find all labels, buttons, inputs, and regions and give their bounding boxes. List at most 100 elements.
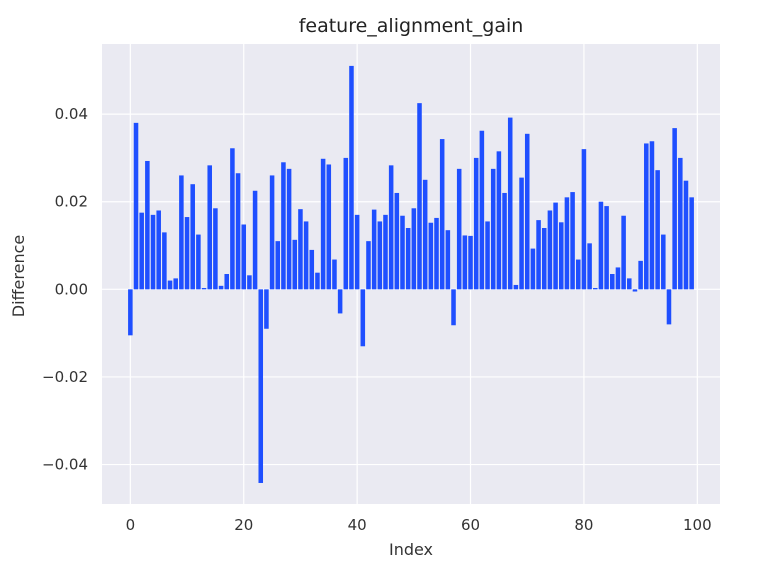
- bar: [196, 234, 201, 290]
- bar: [343, 157, 349, 290]
- bar: [275, 241, 281, 290]
- bar: [179, 175, 184, 290]
- bar: [558, 222, 564, 290]
- bar: [264, 289, 269, 329]
- bar: [224, 274, 230, 290]
- y-tick-label: −0.04: [42, 456, 88, 474]
- bar: [644, 143, 649, 290]
- bar: [570, 192, 575, 290]
- bar: [133, 122, 139, 290]
- bar: [247, 275, 252, 290]
- bar: [678, 157, 683, 290]
- y-tick-label: −0.02: [42, 368, 88, 386]
- bar: [292, 239, 298, 290]
- bar: [411, 208, 417, 290]
- bar: [468, 235, 473, 290]
- bar: [592, 288, 598, 290]
- bar: [627, 278, 632, 290]
- y-tick-label: 0.02: [55, 193, 88, 211]
- bar: [422, 179, 428, 290]
- bar: [315, 272, 320, 290]
- y-tick-label: 0.04: [55, 105, 88, 123]
- bar: [167, 280, 173, 290]
- bar: [553, 202, 558, 290]
- bar: [360, 289, 366, 347]
- bar: [150, 214, 156, 290]
- bar: [434, 217, 439, 290]
- bar: [581, 149, 587, 290]
- bar: [286, 168, 292, 290]
- bar: [541, 228, 547, 290]
- x-tick-labels: 0 20 40 60 80 100: [126, 516, 712, 534]
- bar: [156, 210, 161, 290]
- x-tick-label: 60: [461, 516, 480, 534]
- bar: [354, 214, 360, 290]
- bar: [184, 217, 190, 290]
- bar: [564, 197, 570, 290]
- bar: [405, 228, 411, 290]
- bar: [615, 267, 621, 290]
- bar: [366, 241, 371, 290]
- bar: [383, 214, 388, 290]
- bars: [128, 65, 694, 483]
- bar: [604, 206, 609, 290]
- bar: [547, 210, 553, 290]
- bar: [269, 175, 275, 290]
- bar: [371, 209, 377, 290]
- chart-title: feature_alignment_gain: [299, 15, 524, 37]
- x-tick-label: 100: [683, 516, 712, 534]
- bar: [507, 117, 513, 290]
- bar: [417, 103, 422, 290]
- bar: [201, 288, 207, 290]
- bar: [519, 177, 524, 290]
- bar: [632, 289, 638, 292]
- x-axis-label: Index: [389, 540, 433, 559]
- bar: [218, 285, 224, 290]
- bar: [388, 165, 394, 290]
- bar: [162, 232, 167, 290]
- bar: [377, 221, 383, 290]
- bar: [332, 259, 337, 290]
- bar: [587, 243, 592, 290]
- bar: [281, 162, 286, 290]
- bar: [190, 184, 195, 290]
- bar: [326, 164, 332, 290]
- bar: [145, 160, 150, 290]
- bar: [672, 128, 677, 290]
- bar: [230, 148, 235, 290]
- bar: [683, 180, 689, 290]
- bar: [252, 190, 258, 290]
- bar: [337, 289, 343, 314]
- y-axis-label: Difference: [9, 235, 28, 317]
- bar: [320, 158, 326, 290]
- bar: [445, 230, 451, 290]
- bar: [207, 165, 212, 290]
- bar: [298, 209, 303, 290]
- bar: [638, 260, 643, 290]
- bar: [241, 224, 247, 290]
- bar: [173, 278, 178, 290]
- y-tick-label: 0.00: [55, 280, 88, 298]
- bar: [621, 215, 626, 290]
- bar: [128, 289, 133, 336]
- bar: [473, 157, 479, 290]
- bar: [139, 212, 144, 290]
- bar: [428, 222, 434, 290]
- bar: [655, 170, 660, 290]
- bar: [575, 259, 581, 290]
- x-tick-label: 40: [348, 516, 367, 534]
- bar: [530, 248, 536, 290]
- bar: [213, 208, 218, 290]
- bar: [451, 289, 456, 326]
- bar: [666, 289, 672, 325]
- bar: [485, 221, 490, 290]
- bar: [689, 197, 694, 290]
- x-tick-label: 80: [574, 516, 593, 534]
- x-tick-label: 0: [126, 516, 136, 534]
- bar: [439, 139, 445, 290]
- bar: [490, 168, 496, 290]
- bar: [456, 168, 462, 290]
- bar: [496, 151, 502, 290]
- bar: [536, 220, 541, 290]
